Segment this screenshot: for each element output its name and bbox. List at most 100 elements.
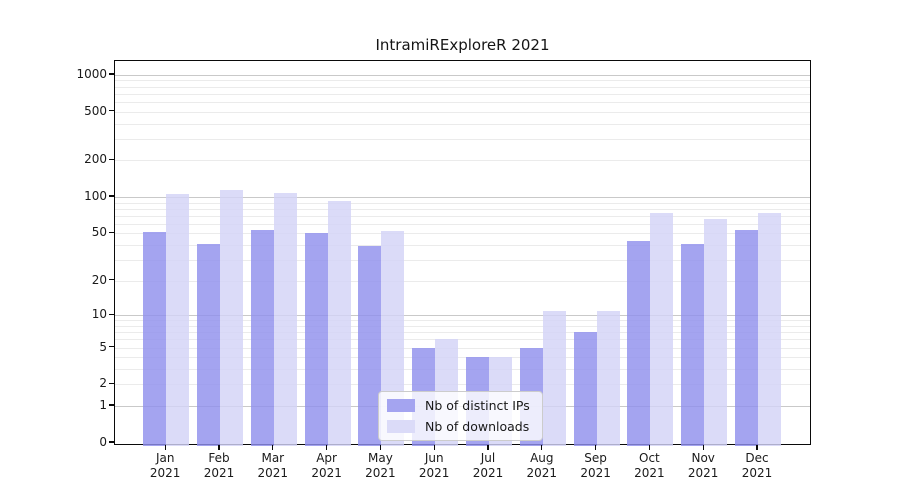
bar-ips-sep bbox=[573, 332, 597, 446]
bar-downloads-jan bbox=[166, 194, 190, 446]
y-tick-label-1000: 1000 bbox=[76, 66, 107, 81]
grid-line-minor-7 bbox=[115, 332, 810, 334]
x-tick-mark-feb bbox=[218, 445, 220, 450]
legend-entry-downloads: Nb of downloads bbox=[387, 419, 530, 434]
x-tick-year: 2021 bbox=[472, 466, 504, 480]
y-tick-mark-0 bbox=[109, 441, 114, 443]
y-tick-label-1: 1 bbox=[99, 398, 107, 413]
grid-line-major-1000 bbox=[115, 74, 810, 76]
x-tick-label-jan: Jan 2021 bbox=[135, 451, 195, 481]
grid-line-minor-30 bbox=[115, 260, 810, 261]
bar-ips-oct bbox=[627, 241, 651, 446]
grid-line-minor-70 bbox=[115, 215, 810, 217]
bar-ips-dec bbox=[735, 230, 758, 446]
grid-line-minor-4 bbox=[115, 357, 810, 359]
y-tick-mark-2 bbox=[109, 382, 114, 385]
x-tick-month: Feb bbox=[208, 451, 230, 465]
x-tick-year: 2021 bbox=[580, 466, 611, 480]
x-tick-year: 2021 bbox=[203, 466, 235, 480]
x-tick-year: 2021 bbox=[634, 466, 665, 480]
x-tick-label-apr: Apr 2021 bbox=[297, 451, 357, 481]
x-tick-month: Jan bbox=[155, 451, 175, 465]
x-tick-label-aug: Aug 2021 bbox=[512, 451, 572, 481]
legend-swatch-distinct-ips bbox=[387, 399, 415, 412]
y-tick-mark-10 bbox=[109, 313, 114, 315]
grid-line-major-100 bbox=[115, 197, 810, 199]
x-tick-label-may: May 2021 bbox=[350, 451, 410, 481]
grid-line-major-10 bbox=[115, 315, 810, 317]
y-tick-mark-500 bbox=[109, 110, 114, 112]
x-tick-mark-oct bbox=[648, 445, 651, 450]
grid-line-minor-200 bbox=[115, 160, 810, 162]
x-tick-year: 2021 bbox=[741, 466, 773, 480]
grid-line-minor-90 bbox=[115, 202, 810, 204]
y-tick-label-20: 20 bbox=[91, 272, 107, 287]
y-tick-mark-5 bbox=[109, 345, 114, 348]
grid-line-minor-6 bbox=[115, 339, 810, 341]
grid-line-minor-900 bbox=[115, 80, 810, 82]
grid-line-minor-9 bbox=[115, 320, 810, 322]
x-tick-month: Jun bbox=[424, 451, 444, 465]
x-tick-month: Jul bbox=[480, 451, 496, 465]
bar-downloads-feb bbox=[220, 190, 243, 446]
bar-downloads-dec bbox=[758, 212, 781, 446]
x-tick-year: 2021 bbox=[149, 466, 181, 480]
bar-ips-nov bbox=[681, 243, 705, 446]
legend-entry-distinct-ips: Nb of distinct IPs bbox=[387, 398, 530, 413]
x-tick-label-jun: Jun 2021 bbox=[404, 451, 464, 481]
x-tick-year: 2021 bbox=[526, 466, 558, 480]
bar-ips-apr bbox=[304, 233, 328, 446]
x-tick-month: Aug bbox=[530, 451, 554, 465]
grid-line-minor-700 bbox=[115, 93, 810, 95]
x-tick-mark-apr bbox=[325, 445, 328, 450]
legend-label-downloads: Nb of downloads bbox=[425, 419, 530, 434]
bar-ips-jan bbox=[143, 232, 167, 446]
x-tick-month: May bbox=[367, 451, 393, 465]
grid-line-minor-300 bbox=[115, 138, 810, 140]
x-tick-month: Sep bbox=[584, 451, 607, 465]
legend-label-distinct-ips: Nb of distinct IPs bbox=[425, 398, 530, 413]
y-tick-label-50: 50 bbox=[91, 225, 107, 240]
x-tick-label-dec: Dec 2021 bbox=[727, 451, 787, 481]
chart-title: IntramiRExploreR 2021 bbox=[375, 36, 550, 54]
x-tick-month: Mar bbox=[261, 451, 285, 465]
bar-downloads-mar bbox=[273, 193, 297, 446]
y-tick-mark-50 bbox=[109, 231, 114, 234]
grid-line-minor-800 bbox=[115, 86, 810, 88]
x-tick-month: Apr bbox=[316, 451, 337, 465]
bar-downloads-apr bbox=[327, 201, 351, 446]
grid-line-minor-500 bbox=[115, 111, 810, 113]
grid-line-minor-20 bbox=[115, 280, 810, 282]
x-tick-label-feb: Feb 2021 bbox=[189, 451, 249, 481]
y-tick-label-10: 10 bbox=[91, 307, 107, 322]
x-tick-mark-aug bbox=[541, 445, 543, 450]
grid-line-minor-50 bbox=[115, 233, 810, 235]
grid-line-minor-40 bbox=[115, 245, 810, 247]
grid-line-minor-5 bbox=[115, 347, 810, 349]
bar-downloads-oct bbox=[650, 212, 674, 446]
x-tick-mark-jan bbox=[164, 445, 166, 450]
x-tick-month: Nov bbox=[691, 451, 715, 465]
grid-line-minor-80 bbox=[115, 208, 810, 210]
x-tick-mark-may bbox=[379, 445, 382, 450]
grid-line-minor-400 bbox=[115, 123, 810, 125]
grid-line-minor-8 bbox=[115, 325, 810, 327]
y-tick-label-5: 5 bbox=[99, 339, 107, 354]
x-tick-year: 2021 bbox=[365, 466, 396, 480]
plot-area bbox=[114, 60, 811, 446]
x-tick-mark-sep bbox=[594, 445, 597, 450]
y-tick-mark-1000 bbox=[109, 73, 114, 75]
x-tick-mark-jul bbox=[487, 445, 489, 450]
y-tick-label-500: 500 bbox=[84, 103, 107, 118]
bar-downloads-aug bbox=[542, 310, 566, 446]
x-tick-label-nov: Nov 2021 bbox=[673, 451, 733, 481]
x-tick-label-sep: Sep 2021 bbox=[566, 451, 626, 481]
x-tick-label-oct: Oct 2021 bbox=[619, 451, 679, 481]
y-tick-mark-200 bbox=[109, 158, 114, 161]
legend-swatch-downloads bbox=[387, 420, 415, 433]
bar-downloads-sep bbox=[596, 310, 620, 446]
x-tick-mark-jun bbox=[433, 445, 435, 450]
x-tick-label-jul: Jul 2021 bbox=[458, 451, 518, 481]
legend: Nb of distinct IPs Nb of downloads bbox=[378, 391, 543, 441]
